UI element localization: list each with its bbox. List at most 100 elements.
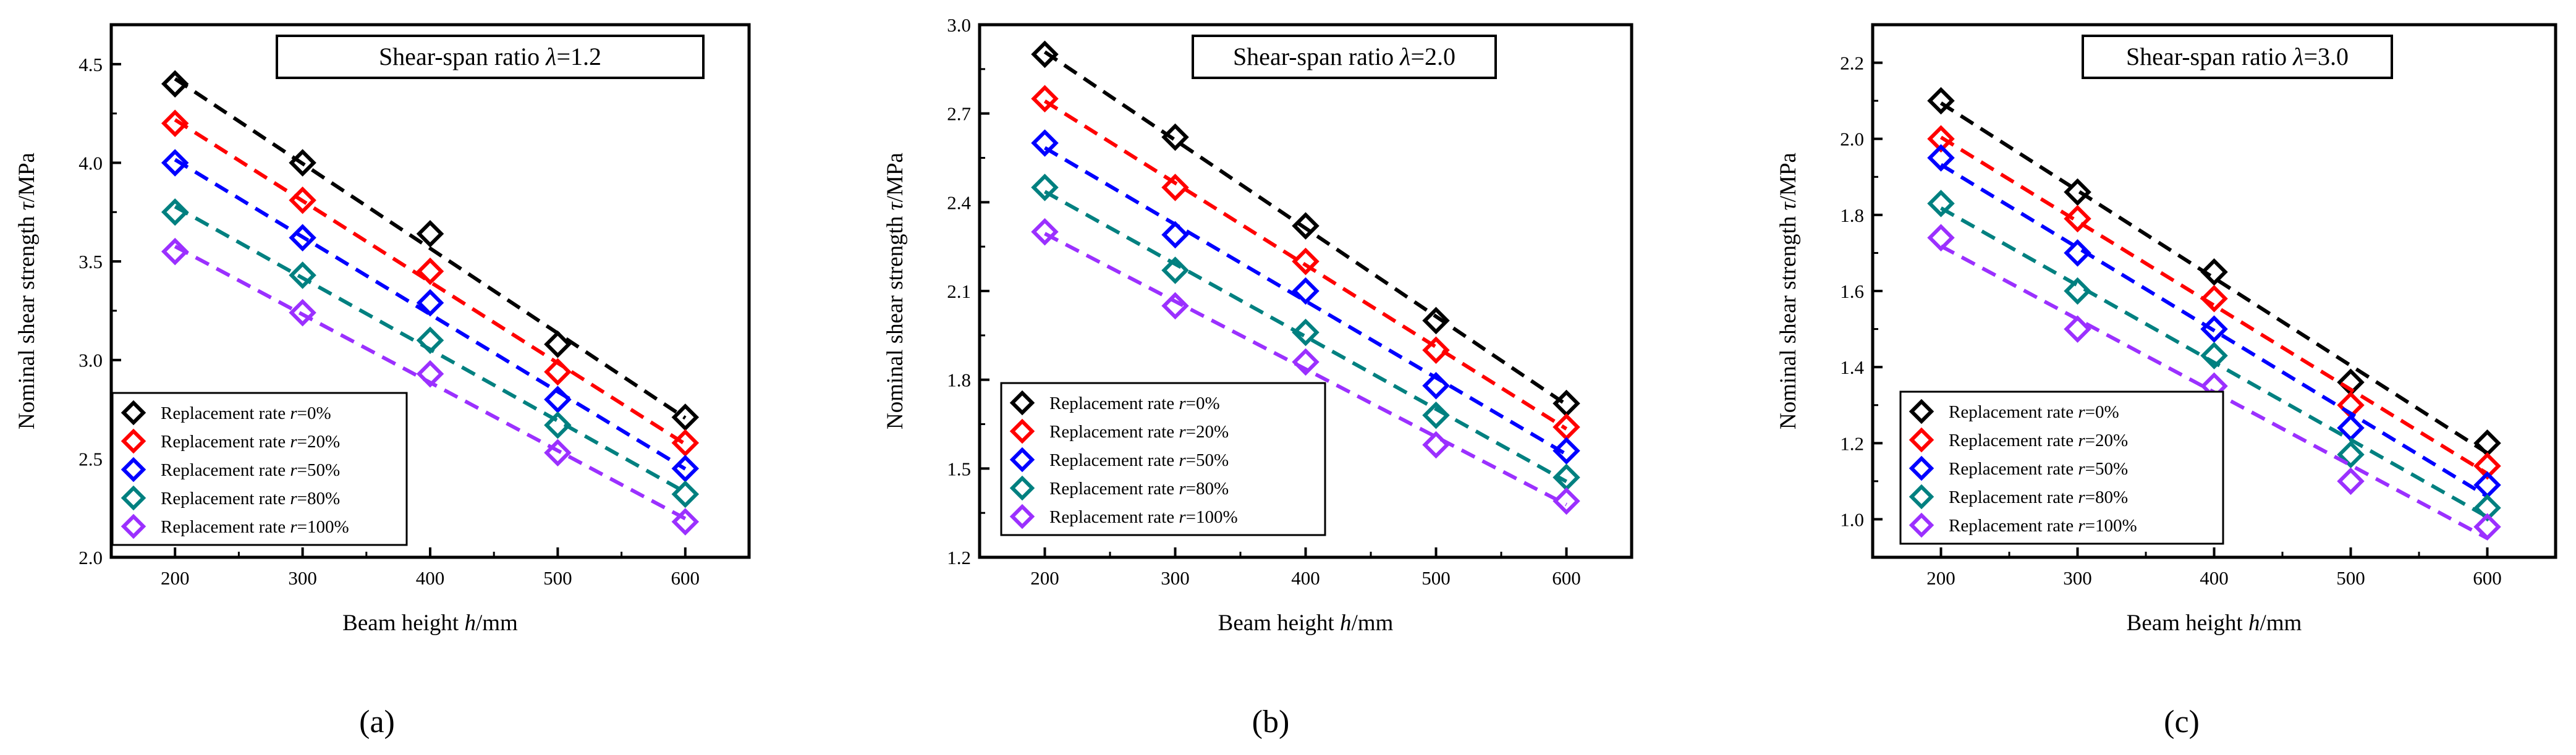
y-tick-label: 3.0	[78, 350, 103, 371]
data-point-series-0	[1422, 306, 1450, 335]
x-tick-label: 500	[543, 567, 572, 589]
panel-label-text: (a)	[359, 704, 395, 740]
y-axis-title-text: Nominal shear strength	[1776, 210, 1801, 429]
legend-entry-value: =50%	[2085, 459, 2129, 479]
legend-entry-2: Replacement rate r=50%	[1049, 450, 1229, 470]
data-point-series-0	[1553, 389, 1580, 418]
chart-title-box	[276, 35, 705, 79]
legend-entry-3: Replacement rate r=80%	[161, 489, 340, 508]
data-point-series-0	[671, 403, 700, 431]
x-tick-label: 400	[2200, 567, 2229, 589]
legend-entry-value: =0%	[297, 403, 331, 423]
data-point-series-3	[289, 261, 316, 289]
x-tick-label: 600	[1552, 567, 1581, 589]
data-point-series-3	[671, 480, 700, 508]
y-tick-value: 1.4	[1840, 356, 1864, 378]
panel-label: (a)	[359, 704, 395, 740]
legend-entry-symbol: r	[290, 403, 297, 423]
legend-marker-1	[1009, 418, 1035, 444]
legend-entry-symbol: r	[2078, 487, 2085, 507]
legend-marker-4	[121, 513, 146, 539]
data-point-series-1	[671, 429, 700, 457]
data-point-series-1	[1927, 125, 1955, 153]
x-tick-label: 200	[161, 567, 190, 589]
chart-title-symbol: λ	[2292, 43, 2303, 70]
legend-marker-2	[1909, 455, 1934, 481]
legend-entry-text: Replacement rate	[1049, 450, 1179, 470]
legend-entry-4: Replacement rate r=100%	[1949, 516, 2137, 536]
legend-entry-0: Replacement rate r=0%	[1949, 402, 2119, 422]
legend-entry-1: Replacement rate r=20%	[161, 432, 340, 452]
y-tick-label: 4.5	[78, 54, 103, 75]
y-axis-title-text: Nominal shear strength	[14, 210, 40, 429]
x-tick-value: 200	[161, 567, 190, 589]
x-tick-label: 500	[2336, 567, 2365, 589]
legend-marker-0	[121, 400, 146, 426]
panel-label-text: (c)	[2164, 704, 2200, 740]
y-tick-value: 1.0	[1840, 508, 1864, 530]
y-tick-label: 3.0	[947, 14, 971, 36]
chart-title-symbol: λ	[545, 43, 556, 70]
data-point-series-2	[289, 224, 316, 252]
x-tick-value: 300	[1161, 567, 1190, 589]
y-tick-label: 2.1	[947, 280, 971, 302]
legend-entry-value: =20%	[297, 432, 341, 452]
legend-entry-text: Replacement rate	[1949, 431, 2078, 450]
legend-entry-text: Replacement rate	[161, 432, 290, 452]
data-point-series-2	[671, 455, 700, 483]
y-tick-label: 2.0	[1840, 129, 1864, 150]
x-tick-label: 400	[1291, 567, 1320, 589]
x-axis-title-text: Beam height	[1218, 610, 1340, 636]
data-point-series-3	[161, 198, 189, 226]
chart-panel-c: 200 300 400 500 600 1.0 1.2 1.4 1.6 1.8 2.0 2.2 Beam…	[1776, 23, 2557, 740]
y-tick-label: 2.5	[78, 448, 103, 470]
legend-box	[1899, 390, 2224, 545]
legend-marker-1	[1909, 427, 1934, 453]
y-tick-value: 1.8	[947, 369, 971, 391]
x-tick-value: 600	[671, 567, 700, 589]
chart-title-text: Shear-span ratio	[2126, 43, 2293, 70]
x-tick-value: 400	[2200, 567, 2229, 589]
fit-line-series-1	[174, 118, 687, 446]
data-point-series-1	[2200, 285, 2228, 313]
y-tick-label: 2.4	[947, 192, 971, 213]
chart-title: Shear-span ratio λ=2.0	[1233, 43, 1455, 70]
data-point-series-4	[1161, 292, 1189, 320]
y-tick-value: 4.0	[78, 152, 103, 174]
data-point-series-4	[1031, 217, 1059, 246]
data-point-series-2	[1161, 221, 1189, 249]
legend-entry-symbol: r	[1179, 507, 1186, 527]
x-tick-value: 500	[543, 567, 572, 589]
legend-marker-3	[121, 485, 146, 511]
legend-marker-0	[1909, 399, 1934, 424]
y-tick-label: 2.7	[947, 103, 971, 125]
y-tick-value: 2.1	[947, 280, 971, 302]
legend-entry-symbol: r	[1179, 479, 1186, 499]
legend-marker-4	[1909, 512, 1934, 538]
x-axis-title-symbol: h	[1340, 610, 1352, 636]
data-point-series-0	[1031, 40, 1059, 69]
data-point-series-2	[416, 289, 444, 317]
y-tick-label: 1.4	[1840, 356, 1864, 378]
y-tick-label: 2.0	[78, 547, 103, 568]
y-tick-label: 1.8	[1840, 205, 1864, 226]
y-tick-value: 2.0	[1840, 129, 1864, 150]
x-axis-title-text: Beam height	[2127, 610, 2248, 636]
legend-box	[111, 392, 408, 546]
x-tick-value: 500	[1421, 567, 1451, 589]
data-point-series-4	[2337, 467, 2365, 496]
data-point-series-3	[1292, 318, 1320, 347]
y-tick-value: 4.5	[78, 54, 103, 75]
y-tick-label: 1.2	[1840, 432, 1864, 454]
data-point-series-1	[2064, 205, 2091, 233]
legend-entry-symbol: r	[290, 489, 297, 508]
data-point-series-3	[544, 411, 572, 439]
data-point-series-4	[1927, 224, 1955, 252]
data-point-series-4	[671, 508, 700, 536]
legend-entry-symbol: r	[1179, 450, 1186, 470]
x-axis-title: Beam height h/mm	[342, 610, 518, 636]
legend-marker-2	[1009, 447, 1035, 473]
legend-marker-2	[121, 457, 146, 483]
data-point-series-4	[416, 360, 444, 388]
